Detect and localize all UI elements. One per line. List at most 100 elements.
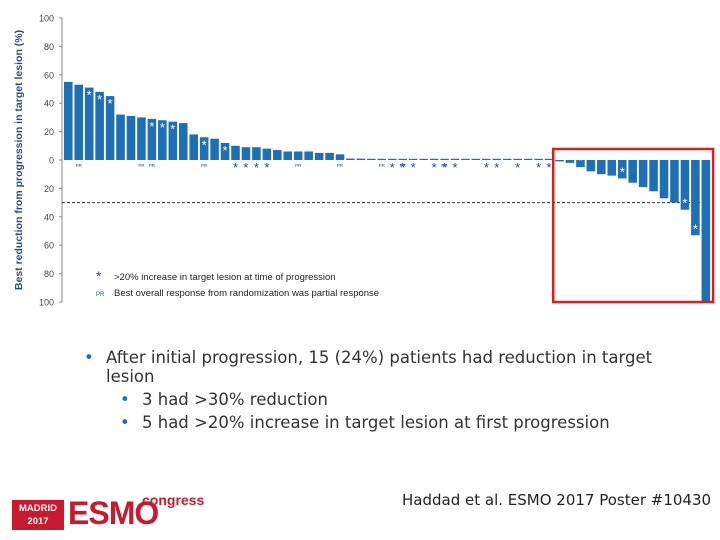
bar [482, 158, 491, 160]
star-marker: * [442, 160, 447, 175]
bar [523, 158, 533, 160]
bar [576, 160, 585, 168]
bar [388, 158, 397, 160]
y-tick-label: 80 [44, 42, 54, 52]
bar [210, 138, 219, 160]
y-tick-label: 40 [44, 99, 54, 109]
bar [691, 160, 700, 236]
bar [502, 158, 512, 160]
bar [95, 91, 104, 160]
star-marker: * [547, 160, 552, 175]
bar [314, 152, 324, 160]
esmo-congress-logo: MADRID 2017 ESMO congress [12, 492, 204, 531]
bar [335, 154, 345, 160]
bar-annotations: PR* * *PR*PR* **PR** * * * PR PR PR * *PR * * *PR * * * * *… [76, 88, 698, 237]
pr-marker: PR [201, 163, 208, 168]
pr-marker: PR [441, 163, 448, 168]
y-tick-label: 0 [49, 156, 54, 166]
star-marker: * [170, 122, 175, 137]
pr-marker: PR [76, 163, 83, 168]
bullet-sub-2: • 5 had >20% increase in target lesion at… [120, 413, 610, 432]
bar [659, 160, 669, 199]
bar [74, 84, 84, 160]
bar [408, 158, 418, 160]
legend-star-label: >20% increase in target lesion at time o… [114, 272, 336, 283]
bar [273, 150, 282, 160]
pr-marker: PR [295, 163, 302, 168]
star-marker: * [452, 160, 457, 175]
star-marker: * [515, 160, 520, 175]
citation: Haddad et al. ESMO 2017 Poster #10430 [402, 491, 712, 509]
bar [252, 147, 261, 160]
bar [168, 121, 178, 160]
star-marker: * [233, 160, 238, 175]
star-marker: * [432, 160, 437, 175]
bar [628, 160, 637, 183]
bar [597, 160, 606, 175]
y-tick-label: 80 [44, 269, 54, 279]
legend: * >20% increase in target lesion at time… [96, 268, 379, 299]
y-tick-label: 100 [39, 14, 54, 24]
y-tick-label: 20 [44, 127, 54, 137]
logo-city: MADRID [19, 503, 57, 514]
bar [513, 158, 522, 160]
bar [137, 117, 146, 160]
bar [84, 87, 94, 160]
star-marker: * [223, 143, 228, 158]
star-marker: * [682, 196, 687, 211]
star-marker: * [400, 160, 405, 175]
bar [304, 151, 313, 160]
bar [367, 158, 376, 160]
pr-marker: PR [138, 163, 145, 168]
bar [346, 158, 355, 160]
bullet-main: • After initial progression, 15 (24%) pat… [84, 348, 704, 386]
legend-star-symbol: * [96, 268, 102, 284]
bar [649, 160, 658, 192]
y-axis: 100 80 60 40 20 0 20 40 60 80 100 [39, 14, 710, 308]
bar [555, 160, 564, 162]
bar [293, 151, 303, 160]
bar [356, 158, 366, 160]
bar [617, 160, 627, 179]
y-tick-label: 40 [44, 212, 54, 222]
bar [638, 160, 648, 187]
bar [241, 147, 251, 160]
bar [565, 160, 575, 163]
bar [670, 160, 679, 203]
bar [147, 118, 157, 160]
waterfall-chart: 100 80 60 40 20 0 20 40 60 80 100 Best reduction f… [13, 14, 715, 308]
bar [325, 152, 334, 160]
star-marker: * [97, 92, 102, 107]
y-tick-label: 100 [39, 298, 54, 308]
bar [398, 158, 408, 160]
y-tick-label: 60 [44, 70, 54, 80]
bar [126, 115, 136, 160]
bar [607, 160, 617, 176]
pr-marker: PR [337, 163, 344, 168]
star-marker: * [411, 160, 416, 175]
legend-pr-symbol: PR [96, 292, 105, 298]
bar [450, 158, 460, 160]
highlight-box [551, 147, 715, 304]
bar [492, 158, 502, 160]
y-tick-label: 20 [44, 184, 54, 194]
bullet-main-text: After initial progression, 15 (24%) pati… [106, 348, 653, 386]
star-marker: * [390, 160, 395, 175]
pr-marker: PR [630, 175, 637, 180]
bar [440, 158, 449, 160]
star-marker: * [254, 160, 259, 175]
logo-brand: ESMO [68, 495, 159, 531]
logo-tag: congress [142, 492, 205, 508]
bullet-sub-1: • 3 had >30% reduction [120, 390, 328, 409]
bar [701, 160, 711, 302]
logo-city-box: MADRID 2017 [12, 500, 64, 530]
bullet-sub-2-text: 5 had >20% increase in target lesion at … [142, 413, 610, 432]
bar [189, 134, 198, 160]
bar [461, 158, 470, 160]
bar [680, 160, 690, 210]
pr-marker: PR [400, 163, 407, 168]
logo-year: 2017 [27, 516, 49, 527]
star-marker: * [243, 160, 248, 175]
star-marker: * [264, 160, 269, 175]
bar [199, 137, 209, 160]
